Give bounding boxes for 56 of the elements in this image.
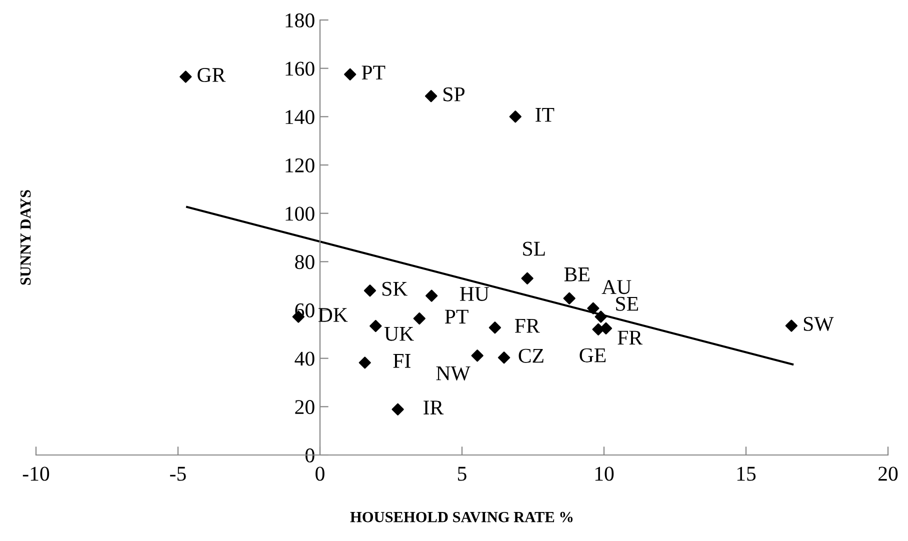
annotation: SK	[382, 282, 408, 296]
point	[413, 312, 426, 325]
annotation: PT	[445, 310, 468, 324]
annotation: AU	[602, 280, 632, 294]
point	[587, 302, 600, 314]
annotation: FI	[393, 354, 410, 368]
y-tick-label: 100	[286, 206, 314, 221]
annotation: HU	[460, 287, 490, 301]
annotation: IR	[424, 400, 444, 414]
point	[424, 90, 438, 102]
point	[370, 320, 382, 332]
point	[563, 292, 576, 304]
annotation: GR	[198, 68, 226, 82]
point	[471, 350, 484, 362]
y-tick-label: 80	[295, 255, 314, 270]
point	[594, 310, 607, 323]
y-axis-title: SUNNY DAYS	[20, 190, 31, 285]
x-axis-title: HOUSEHOLD SAVING RATE %	[350, 512, 573, 522]
y-tick-label: 160	[286, 62, 314, 76]
point	[426, 290, 438, 302]
annotation: SP	[444, 87, 464, 102]
point	[785, 320, 798, 332]
annotation: IT	[536, 108, 554, 122]
x-tick-label: 0	[316, 466, 324, 481]
point	[392, 403, 404, 416]
y-tick-label: 40	[294, 352, 314, 366]
x-tick-label: -5	[170, 466, 186, 481]
y-tick-label: 120	[286, 158, 314, 172]
annotation: BE	[564, 268, 590, 282]
point	[344, 68, 356, 80]
point	[358, 356, 371, 369]
y-tick-label: 140	[286, 110, 314, 124]
point	[364, 284, 376, 297]
annotation: SW	[804, 316, 834, 332]
x-tick-label: 10	[595, 466, 614, 481]
y-tick-label: 180	[286, 13, 314, 28]
point	[509, 110, 522, 123]
x-tick-label: -10	[22, 466, 50, 481]
annotation: UK	[384, 327, 414, 341]
annotation: GE	[580, 348, 606, 362]
annotation: NW	[436, 366, 470, 380]
annotation: SE	[616, 296, 638, 311]
point	[521, 272, 534, 284]
annotation: CZ	[518, 348, 544, 363]
y-tick-label: 20	[295, 400, 314, 414]
x-tick-label: 5	[458, 466, 466, 481]
point	[498, 352, 510, 364]
annotation: FR	[618, 330, 643, 344]
x-tick-label: 20	[878, 466, 898, 481]
annotation: FR	[514, 319, 540, 333]
point	[180, 70, 192, 83]
annotation: SL	[523, 242, 545, 256]
annotation: DK	[318, 308, 348, 322]
point	[488, 322, 502, 334]
annotation: PT	[362, 66, 386, 80]
x-tick-label: 15	[737, 466, 756, 481]
